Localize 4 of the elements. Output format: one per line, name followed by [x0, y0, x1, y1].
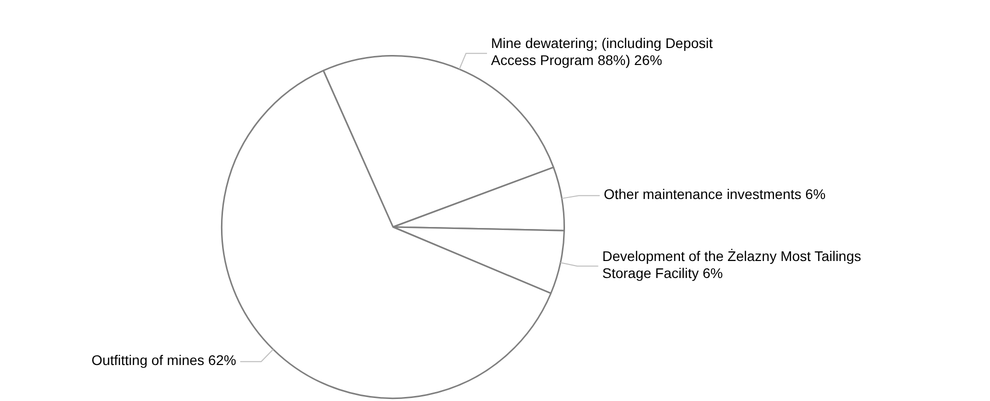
slice-label: Development of the Żelazny Most Tailings Storage Facility 6% — [602, 248, 862, 282]
slice-label: Outfitting of mines 62% — [91, 352, 236, 368]
slice-label: Mine dewatering; (including Deposit Access Program 88%) 26% — [491, 35, 713, 68]
slice-label: Other maintenance investments 6% — [604, 186, 826, 202]
